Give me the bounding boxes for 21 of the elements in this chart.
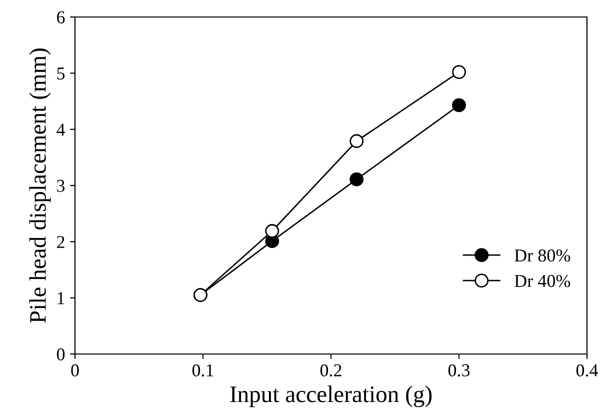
- legend-label: Dr 40%: [514, 274, 570, 288]
- legend-label: Dr 80%: [514, 249, 570, 262]
- x-tick-label: 0.3: [448, 364, 470, 377]
- y-tick-label: 0: [56, 348, 65, 360]
- point: [452, 65, 466, 79]
- y-tick-label: 5: [57, 68, 65, 80]
- point: [265, 224, 280, 238]
- x-tick-label: 0: [71, 364, 79, 376]
- y-tick-label: 3: [57, 180, 65, 192]
- y-tick-label: 6: [57, 11, 65, 24]
- y-tick-label: 2: [57, 236, 64, 248]
- point: [452, 98, 466, 112]
- x-axis-title: Input acceleration (g): [230, 386, 432, 408]
- point: [350, 134, 364, 148]
- y-tick-label: 4: [56, 124, 65, 136]
- x-tick-label: 0.2: [320, 364, 342, 377]
- x-tick-label: 0.1: [192, 364, 214, 377]
- y-axis-title: Pile head displacement (mm): [29, 48, 51, 323]
- y-tick-label: 1: [58, 292, 64, 304]
- point: [350, 172, 364, 186]
- x-tick-label: 0.4: [576, 364, 598, 377]
